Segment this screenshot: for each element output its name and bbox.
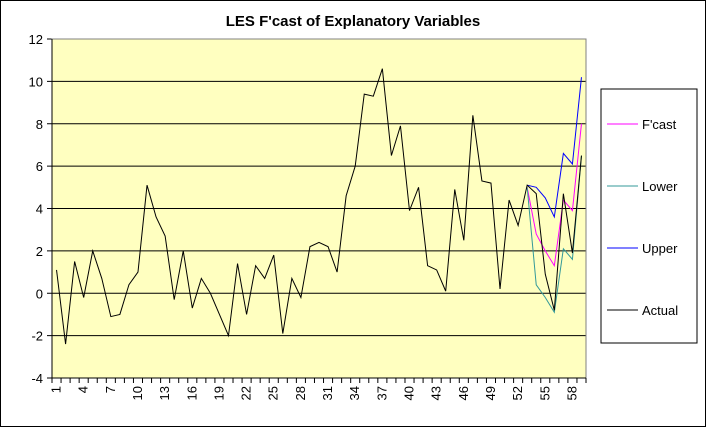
legend-label-actual: Actual <box>642 303 678 318</box>
x-tick-label: 31 <box>320 386 335 400</box>
series-line-lower <box>526 155 582 314</box>
x-tick-label: 28 <box>293 386 308 400</box>
x-tick-label: 7 <box>103 386 118 393</box>
y-tick-label: -4 <box>31 371 43 386</box>
legend-box <box>600 88 698 344</box>
x-tick-label: 52 <box>510 386 525 400</box>
series-line-upper <box>527 77 582 219</box>
x-tick-label: 25 <box>266 386 281 400</box>
y-tick-label: 6 <box>36 159 43 174</box>
x-tick-label: 10 <box>130 386 145 400</box>
chart-title: LES F'cast of Explanatory Variables <box>226 13 481 30</box>
y-tick-label: 8 <box>36 117 43 132</box>
legend-label-f-cast: F'cast <box>642 117 677 132</box>
y-tick-label: 12 <box>29 32 43 47</box>
x-tick-label: 34 <box>347 386 362 400</box>
x-tick-label: 16 <box>184 386 199 400</box>
legend-label-upper: Upper <box>642 241 678 256</box>
legend: F'cast Lower Upper Actual <box>600 88 698 344</box>
x-tick-label: 55 <box>537 386 552 400</box>
x-tick-label: 46 <box>456 386 471 400</box>
x-tick-label: 19 <box>211 386 226 400</box>
x-tick-label: 58 <box>564 386 579 400</box>
y-tick-label: 4 <box>36 202 43 217</box>
x-tick-label: 1 <box>49 386 64 393</box>
y-tick-label: -2 <box>31 329 43 344</box>
x-tick-label: 13 <box>157 386 172 400</box>
y-tick-label: 0 <box>36 286 43 301</box>
x-tick-label: 37 <box>374 386 389 400</box>
y-tick-label: 2 <box>36 244 43 259</box>
x-tick-label: 22 <box>239 386 254 400</box>
series-line-f-cast <box>526 123 582 268</box>
x-tick-label: 40 <box>402 386 417 400</box>
x-tick-label: 49 <box>483 386 498 400</box>
x-tick-label: 4 <box>76 386 91 393</box>
legend-label-lower: Lower <box>642 179 678 194</box>
series-line-actual <box>56 68 582 345</box>
y-tick-label: 10 <box>29 74 43 89</box>
x-tick-label: 43 <box>429 386 444 400</box>
